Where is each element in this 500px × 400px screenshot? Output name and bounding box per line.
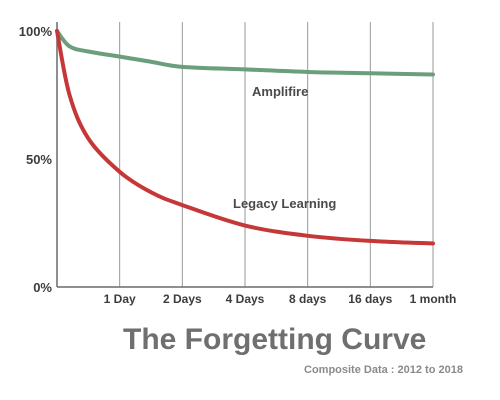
- y-tick-label: 100%: [19, 24, 53, 39]
- series-label-amplifire: Amplifire: [252, 84, 308, 99]
- y-tick-labels: 0% 50% 100%: [19, 24, 53, 295]
- x-tick-labels: 1 Day 2 Days 4 Days 8 days 16 days 1 month: [104, 292, 457, 306]
- x-tick-label: 2 Days: [163, 292, 202, 306]
- x-tick-label: 1 Day: [104, 292, 136, 306]
- series-line-legacy-learning: [55, 29, 435, 246]
- series-line-amplifire: [55, 29, 435, 77]
- x-tick-label: 4 Days: [226, 292, 265, 306]
- grid-layer: [119, 22, 434, 287]
- x-tick-label: 8 days: [289, 292, 327, 306]
- x-tick-label: 16 days: [348, 292, 392, 306]
- chart-subtitle: Composite Data : 2012 to 2018: [304, 364, 463, 376]
- y-tick-label: 0%: [33, 280, 52, 295]
- axis-layer: [56, 22, 433, 288]
- y-tick-label: 50%: [26, 152, 52, 167]
- series-label-legacy-learning: Legacy Learning: [233, 196, 336, 211]
- series-labels: Amplifire Legacy Learning: [233, 84, 336, 211]
- chart-title: The Forgetting Curve: [123, 323, 426, 356]
- x-tick-label: 1 month: [410, 292, 457, 306]
- series-layer: [55, 29, 435, 246]
